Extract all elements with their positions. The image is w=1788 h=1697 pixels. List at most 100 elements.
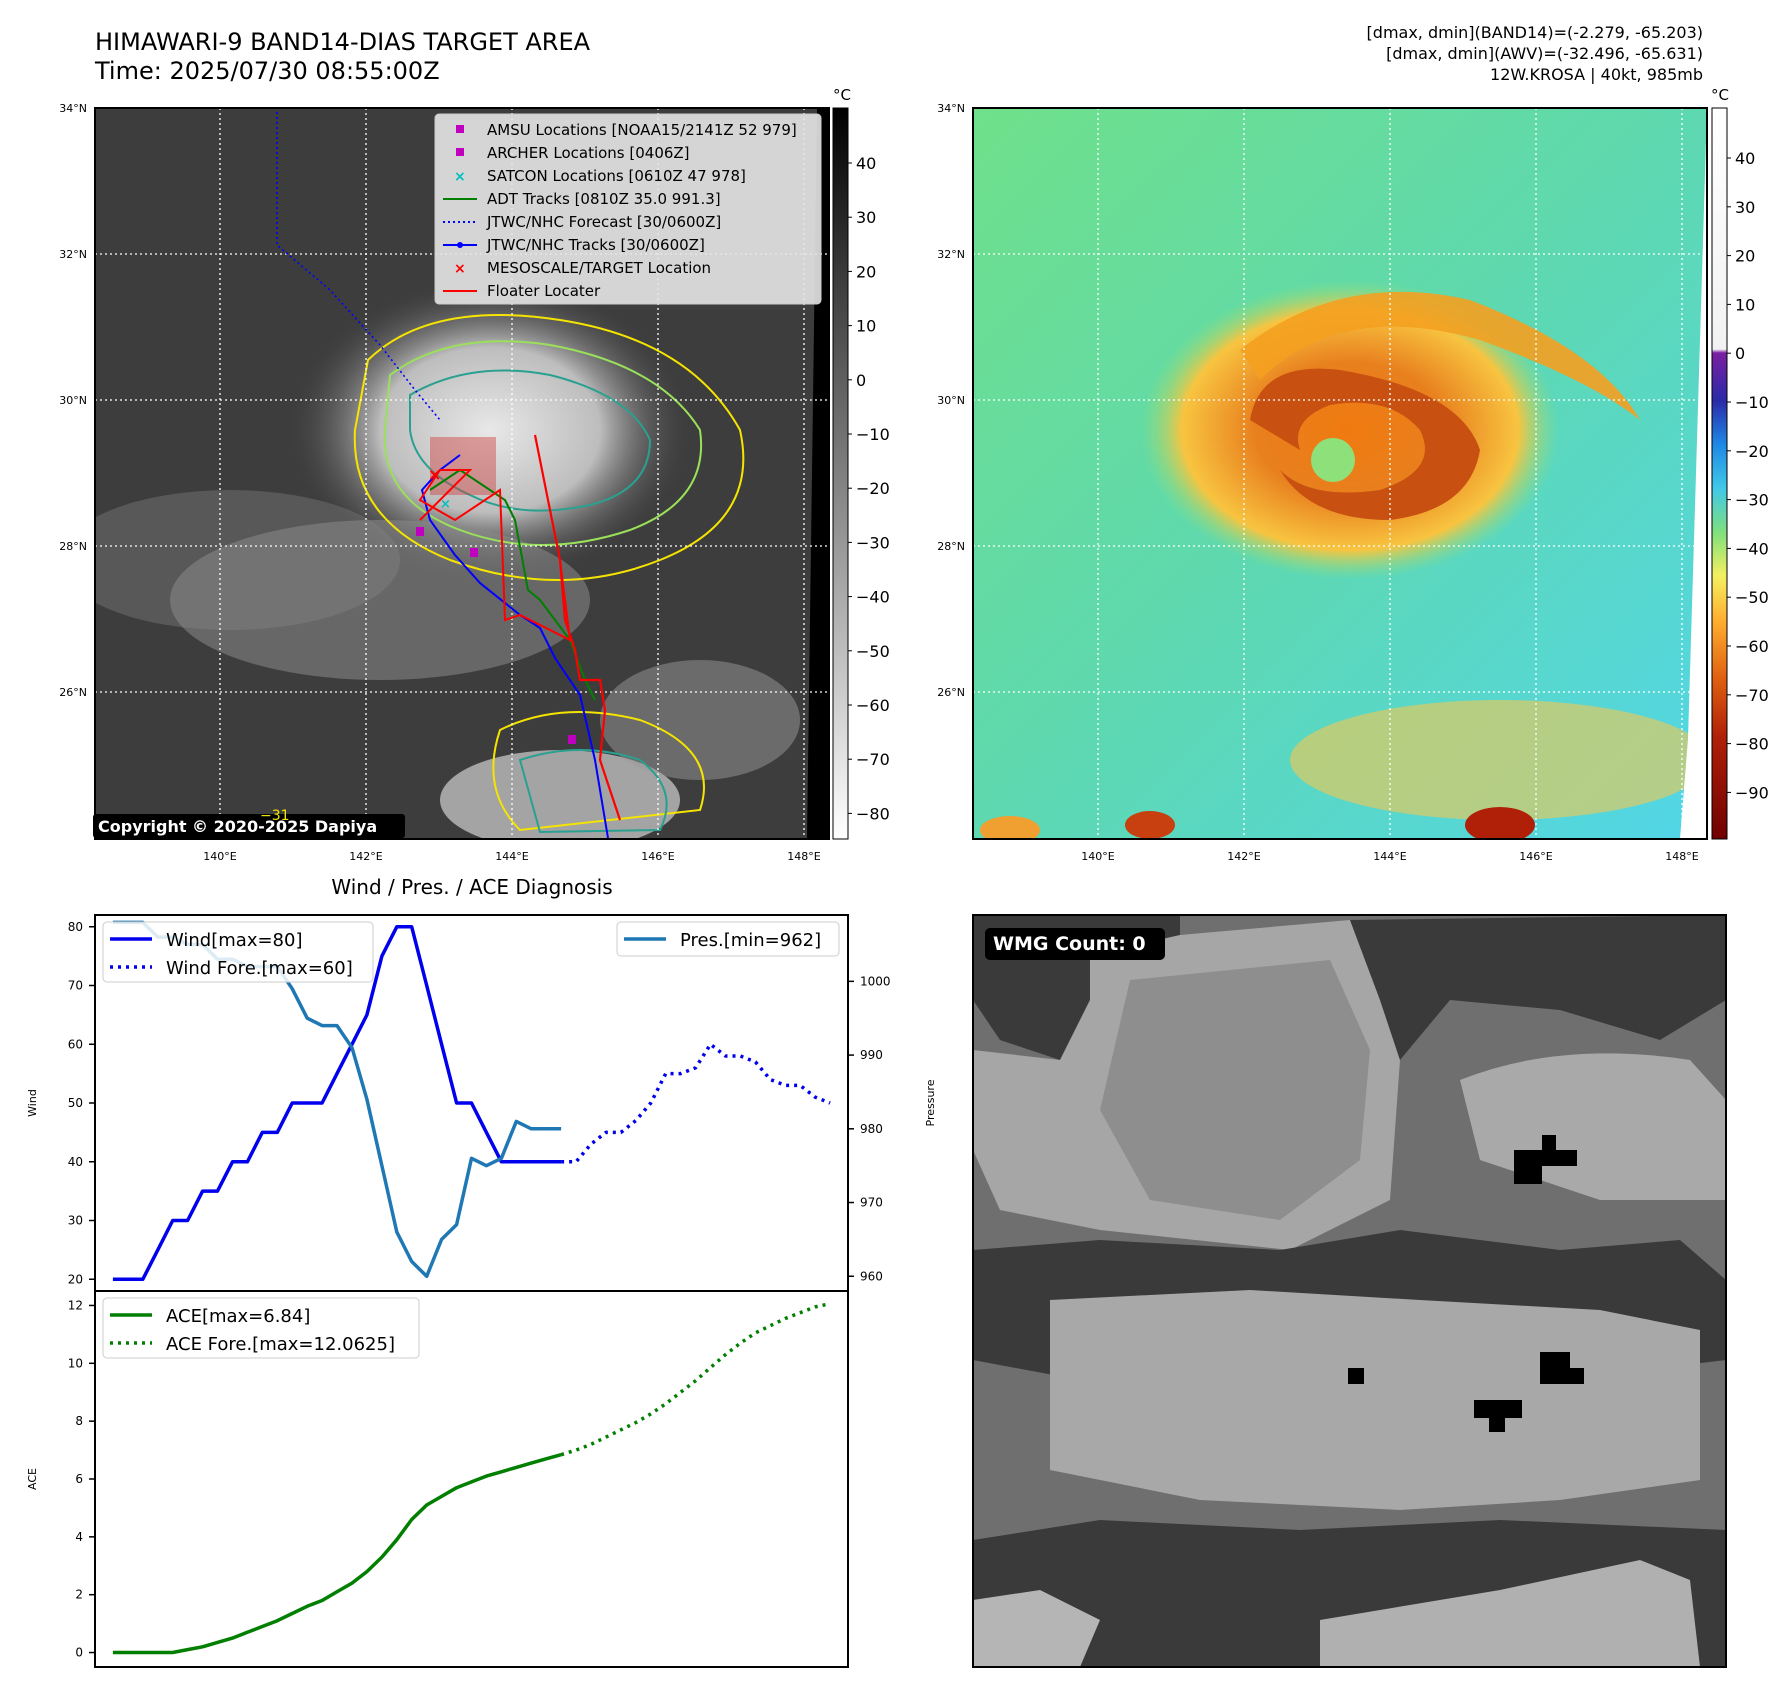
colorbar-tick-label: −10	[856, 425, 890, 444]
colorbar-tick-label: −60	[1735, 637, 1769, 656]
ace-ytick-label: 6	[75, 1472, 83, 1486]
colorbar-tick-label: 10	[856, 317, 876, 336]
wmg-cell	[1514, 1150, 1542, 1184]
colorbar-tick-label: 40	[856, 154, 876, 173]
jtwc-forecast-line	[276, 112, 441, 421]
ir-tracks: × ×	[276, 112, 622, 839]
archer-marker	[568, 735, 576, 744]
legend-label: JTWC/NHC Forecast [30/0600Z]	[486, 213, 721, 231]
wmg-cell	[1348, 1368, 1364, 1384]
ace-ytick-label: 2	[75, 1588, 83, 1602]
wind-fore-legend-label: Wind Fore.[max=60]	[166, 958, 353, 979]
title-line-1: HIMAWARI-9 BAND14-DIAS TARGET AREA	[95, 28, 591, 56]
wv-lat-label: 30°N	[937, 394, 965, 407]
ir-lon-label: 146°E	[641, 850, 674, 863]
ace-ylabel: ACE	[26, 1468, 39, 1490]
wind-ytick-label: 30	[68, 1214, 83, 1228]
ir-colorbar-unit: °C	[833, 86, 851, 104]
ir-lat-labels: 34°N 32°N 30°N 28°N 26°N	[59, 102, 87, 699]
wind-ytick-label: 60	[68, 1037, 83, 1051]
ace-ytick-label: 8	[75, 1414, 83, 1428]
wmg-cell	[1540, 1352, 1570, 1384]
copyright-box	[93, 814, 405, 838]
colorbar-tick-label: −90	[1735, 783, 1769, 802]
colorbar-tick-label: 30	[856, 208, 876, 227]
pres-ytick-label: 960	[860, 1269, 883, 1283]
legend-dot-icon	[457, 242, 463, 248]
wind-ylabel: Wind	[26, 1089, 39, 1117]
pres-yticks: 960 970 980 990 1000	[848, 974, 891, 1283]
ace-series-line	[112, 1453, 562, 1655]
pres-ytick-label: 990	[860, 1048, 883, 1062]
legend-box	[434, 113, 822, 305]
ace-legend-label: ACE[max=6.84]	[166, 1306, 310, 1327]
pres-ylabel: Pressure	[924, 1079, 937, 1126]
wv-lon-labels: 140°E 142°E 144°E 146°E 148°E	[1081, 850, 1698, 863]
ir-lat-label: 30°N	[59, 394, 87, 407]
legend-label: Floater Locater	[487, 282, 601, 300]
info-line-2: [dmax, dmin](AWV)=(-32.496, -65.631)	[1386, 44, 1703, 63]
ir-lon-label: 144°E	[495, 850, 528, 863]
wind-series-line	[112, 925, 562, 1282]
colorbar-tick-label: −70	[856, 750, 890, 769]
wv-lon-label: 144°E	[1373, 850, 1406, 863]
wmg-count-label: WMG Count: 0	[993, 933, 1146, 955]
ir-lat-label: 32°N	[59, 248, 87, 261]
ir-lon-label: 140°E	[203, 850, 236, 863]
pres-ytick-label: 970	[860, 1196, 883, 1210]
floater-path	[418, 469, 572, 642]
contour-label: −31	[260, 808, 290, 824]
target-marker: ×	[428, 465, 441, 484]
diagnosis-title: Wind / Pres. / ACE Diagnosis	[331, 875, 612, 899]
colorbar-tick-label: 30	[1735, 198, 1755, 217]
colorbar-tick-label: 0	[1735, 344, 1745, 363]
target-area-box	[430, 437, 496, 495]
colorbar-tick-label: −30	[856, 533, 890, 552]
wmg-cell	[1542, 1150, 1577, 1166]
colorbar-tick-label: −40	[856, 588, 890, 607]
wind-yticks: 20 30 40 50 60 70 80	[68, 920, 95, 1286]
wv-lat-labels: 34°N 32°N 30°N 28°N 26°N	[937, 102, 965, 699]
legend-label: MESOSCALE/TARGET Location	[487, 259, 711, 277]
wv-lon-label: 140°E	[1081, 850, 1114, 863]
wv-colorbar-unit: °C	[1711, 86, 1729, 104]
ir-map-panel: × × 34°N 32°N 30°N 28°N 26°N 140°E 142°E 144°E…	[59, 86, 890, 863]
wind-pres-chart: Wind / Pres. / ACE Diagnosis 20 30 40 50 60 7…	[26, 875, 937, 1292]
ace-fore-legend-label: ACE Fore.[max=12.0625]	[166, 1334, 395, 1355]
ir-lon-label: 142°E	[349, 850, 382, 863]
legend-x-icon: ×	[454, 169, 466, 185]
colorbar-tick-label: −40	[1735, 539, 1769, 558]
copyright-text: Copyright © 2020-2025 Dapiya	[98, 817, 377, 836]
legend-square-icon	[456, 148, 464, 156]
wv-gridlines	[973, 108, 1707, 839]
ir-lat-label: 28°N	[59, 540, 87, 553]
pres-legend	[616, 921, 840, 957]
ir-lon-labels: 140°E 142°E 144°E 146°E 148°E	[203, 850, 820, 863]
wmg-panel: WMG Count: 0	[972, 914, 1727, 1668]
colorbar-tick-label: −30	[1735, 491, 1769, 510]
ace-ytick-label: 0	[75, 1646, 83, 1660]
colorbar-tick-label: −20	[856, 479, 890, 498]
info-line-3: 12W.KROSA | 40kt, 985mb	[1490, 65, 1703, 84]
colorbar-tick-label: −10	[1735, 393, 1769, 412]
wind-legend-label: Wind[max=80]	[166, 930, 303, 951]
wmg-cell	[1489, 1418, 1505, 1432]
ace-ytick-label: 4	[75, 1530, 83, 1544]
pres-legend-label: Pres.[min=962]	[680, 930, 821, 951]
pres-ytick-label: 980	[860, 1122, 883, 1136]
wv-map-panel: 34°N 32°N 30°N 28°N 26°N 140°E 142°E 144°E 146°…	[937, 86, 1769, 863]
ace-chart: 0 2 4 6 8 10 12 ACE ACE[max=6.84] ACE Fore.[ma…	[26, 1290, 849, 1668]
ace-ytick-label: 12	[68, 1298, 83, 1312]
wmg-cell	[1570, 1368, 1584, 1384]
wmg-label-box	[985, 928, 1165, 960]
legend-label: AMSU Locations [NOAA15/2141Z 52 979]	[487, 121, 797, 139]
ace-legend	[102, 1297, 420, 1359]
wv-lat-label: 34°N	[937, 102, 965, 115]
ir-lat-label: 34°N	[59, 102, 87, 115]
legend-label: JTWC/NHC Tracks [30/0600Z]	[486, 236, 705, 254]
legend-label: ARCHER Locations [0406Z]	[487, 144, 690, 162]
legend-label: ADT Tracks [0810Z 35.0 991.3]	[487, 190, 721, 208]
legend-label: SATCON Locations [0610Z 47 978]	[487, 167, 746, 185]
colorbar-tick-label: 20	[1735, 247, 1755, 266]
